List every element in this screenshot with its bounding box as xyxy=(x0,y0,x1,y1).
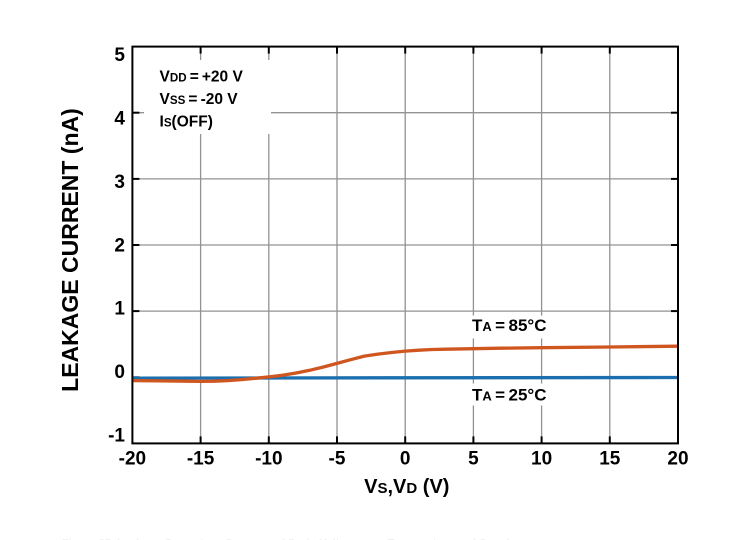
svg-text:5: 5 xyxy=(468,449,479,470)
svg-text:-15: -15 xyxy=(187,449,215,470)
svg-text:LEAKAGE CURRENT (nA): LEAKAGE CURRENT (nA) xyxy=(57,108,83,392)
svg-text:Figure 25. Leakage Current vs.: Figure 25. Leakage Current vs. Source an… xyxy=(62,538,517,540)
svg-text:0: 0 xyxy=(400,449,411,470)
svg-text:1: 1 xyxy=(114,299,125,320)
svg-text:-10: -10 xyxy=(255,449,282,470)
svg-text:-20: -20 xyxy=(119,449,146,470)
svg-text:TA = 25°C: TA = 25°C xyxy=(472,386,547,405)
svg-text:VS,VD (V): VS,VD (V) xyxy=(364,476,449,498)
svg-text:IS(OFF): IS(OFF) xyxy=(160,114,213,131)
svg-text:2: 2 xyxy=(114,235,125,256)
svg-text:-5: -5 xyxy=(329,449,346,470)
svg-text:15: 15 xyxy=(599,449,621,470)
svg-text:TA = 85°C: TA = 85°C xyxy=(472,316,547,335)
svg-text:VSS = -20 V: VSS = -20 V xyxy=(160,91,239,108)
svg-text:0: 0 xyxy=(114,362,125,383)
svg-text:4: 4 xyxy=(114,109,125,130)
svg-text:10: 10 xyxy=(531,449,552,470)
svg-text:20: 20 xyxy=(667,449,688,470)
svg-text:VDD = +20 V: VDD = +20 V xyxy=(160,69,244,86)
svg-text:-1: -1 xyxy=(108,426,125,447)
svg-text:5: 5 xyxy=(114,45,125,66)
svg-text:3: 3 xyxy=(114,172,125,193)
